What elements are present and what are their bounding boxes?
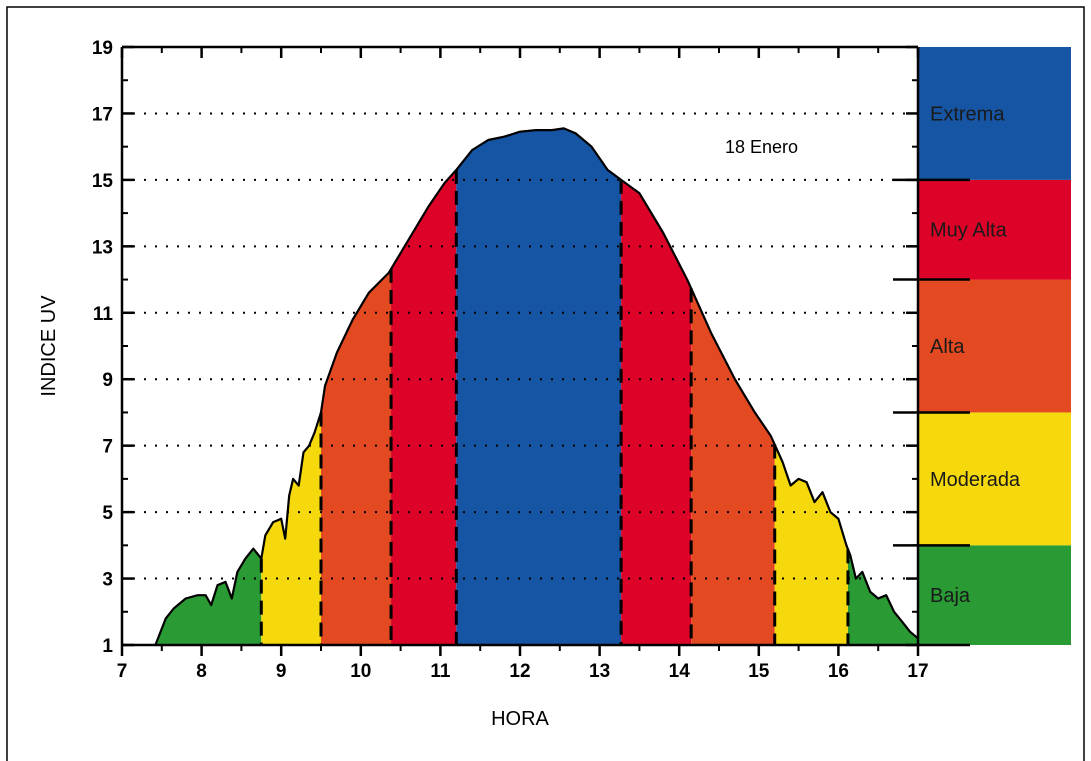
area-segment (456, 128, 622, 645)
area-segment (261, 128, 321, 645)
y-tick-label: 11 (93, 304, 114, 325)
uv-band-extrema (918, 47, 1071, 180)
x-tick-label: 17 (907, 661, 928, 682)
y-tick-label: 19 (92, 38, 113, 59)
area-segment (847, 128, 918, 645)
x-tick-label: 13 (589, 661, 610, 682)
y-tick-label: 15 (92, 171, 114, 192)
area-segment (321, 128, 392, 645)
x-tick-label: 15 (748, 661, 770, 682)
x-tick-label: 14 (669, 661, 691, 682)
y-tick-label: 7 (102, 437, 113, 458)
y-axis-title: INDICE UV (38, 295, 60, 397)
x-tick-label: 12 (509, 661, 530, 682)
y-tick-label: 3 (102, 570, 113, 591)
x-tick-label: 9 (276, 661, 287, 682)
uv-band-moderada (918, 412, 1071, 546)
area-segment (774, 128, 848, 645)
uv-curve-line (154, 127, 919, 646)
band-label: Baja (930, 585, 971, 607)
x-tick-label: 10 (350, 661, 371, 682)
area-segment (621, 128, 692, 645)
band-label: Alta (930, 336, 965, 358)
date-annotation: 18 Enero (725, 137, 798, 157)
y-tick-label: 9 (102, 370, 113, 391)
uv-band-baja (918, 545, 1071, 645)
uv-band-muy-alta (918, 179, 1071, 280)
y-tick-label: 17 (92, 104, 113, 125)
x-axis-title: HORA (491, 708, 549, 730)
area-segment (391, 128, 457, 645)
area-segment (691, 128, 775, 645)
x-tick-label: 11 (430, 661, 451, 682)
y-tick-label: 13 (92, 237, 113, 258)
uv-band-alta (918, 279, 1071, 413)
x-tick-label: 7 (117, 661, 128, 682)
y-tick-label: 5 (102, 503, 113, 524)
band-label: Extrema (930, 103, 1005, 125)
band-label: Moderada (930, 469, 1021, 491)
x-tick-label: 16 (828, 661, 849, 682)
x-tick-label: 8 (196, 661, 207, 682)
area-segment (155, 128, 262, 645)
y-tick-label: 1 (102, 636, 113, 657)
band-label: Muy Alta (930, 220, 1008, 242)
outer-frame (6, 6, 1085, 761)
